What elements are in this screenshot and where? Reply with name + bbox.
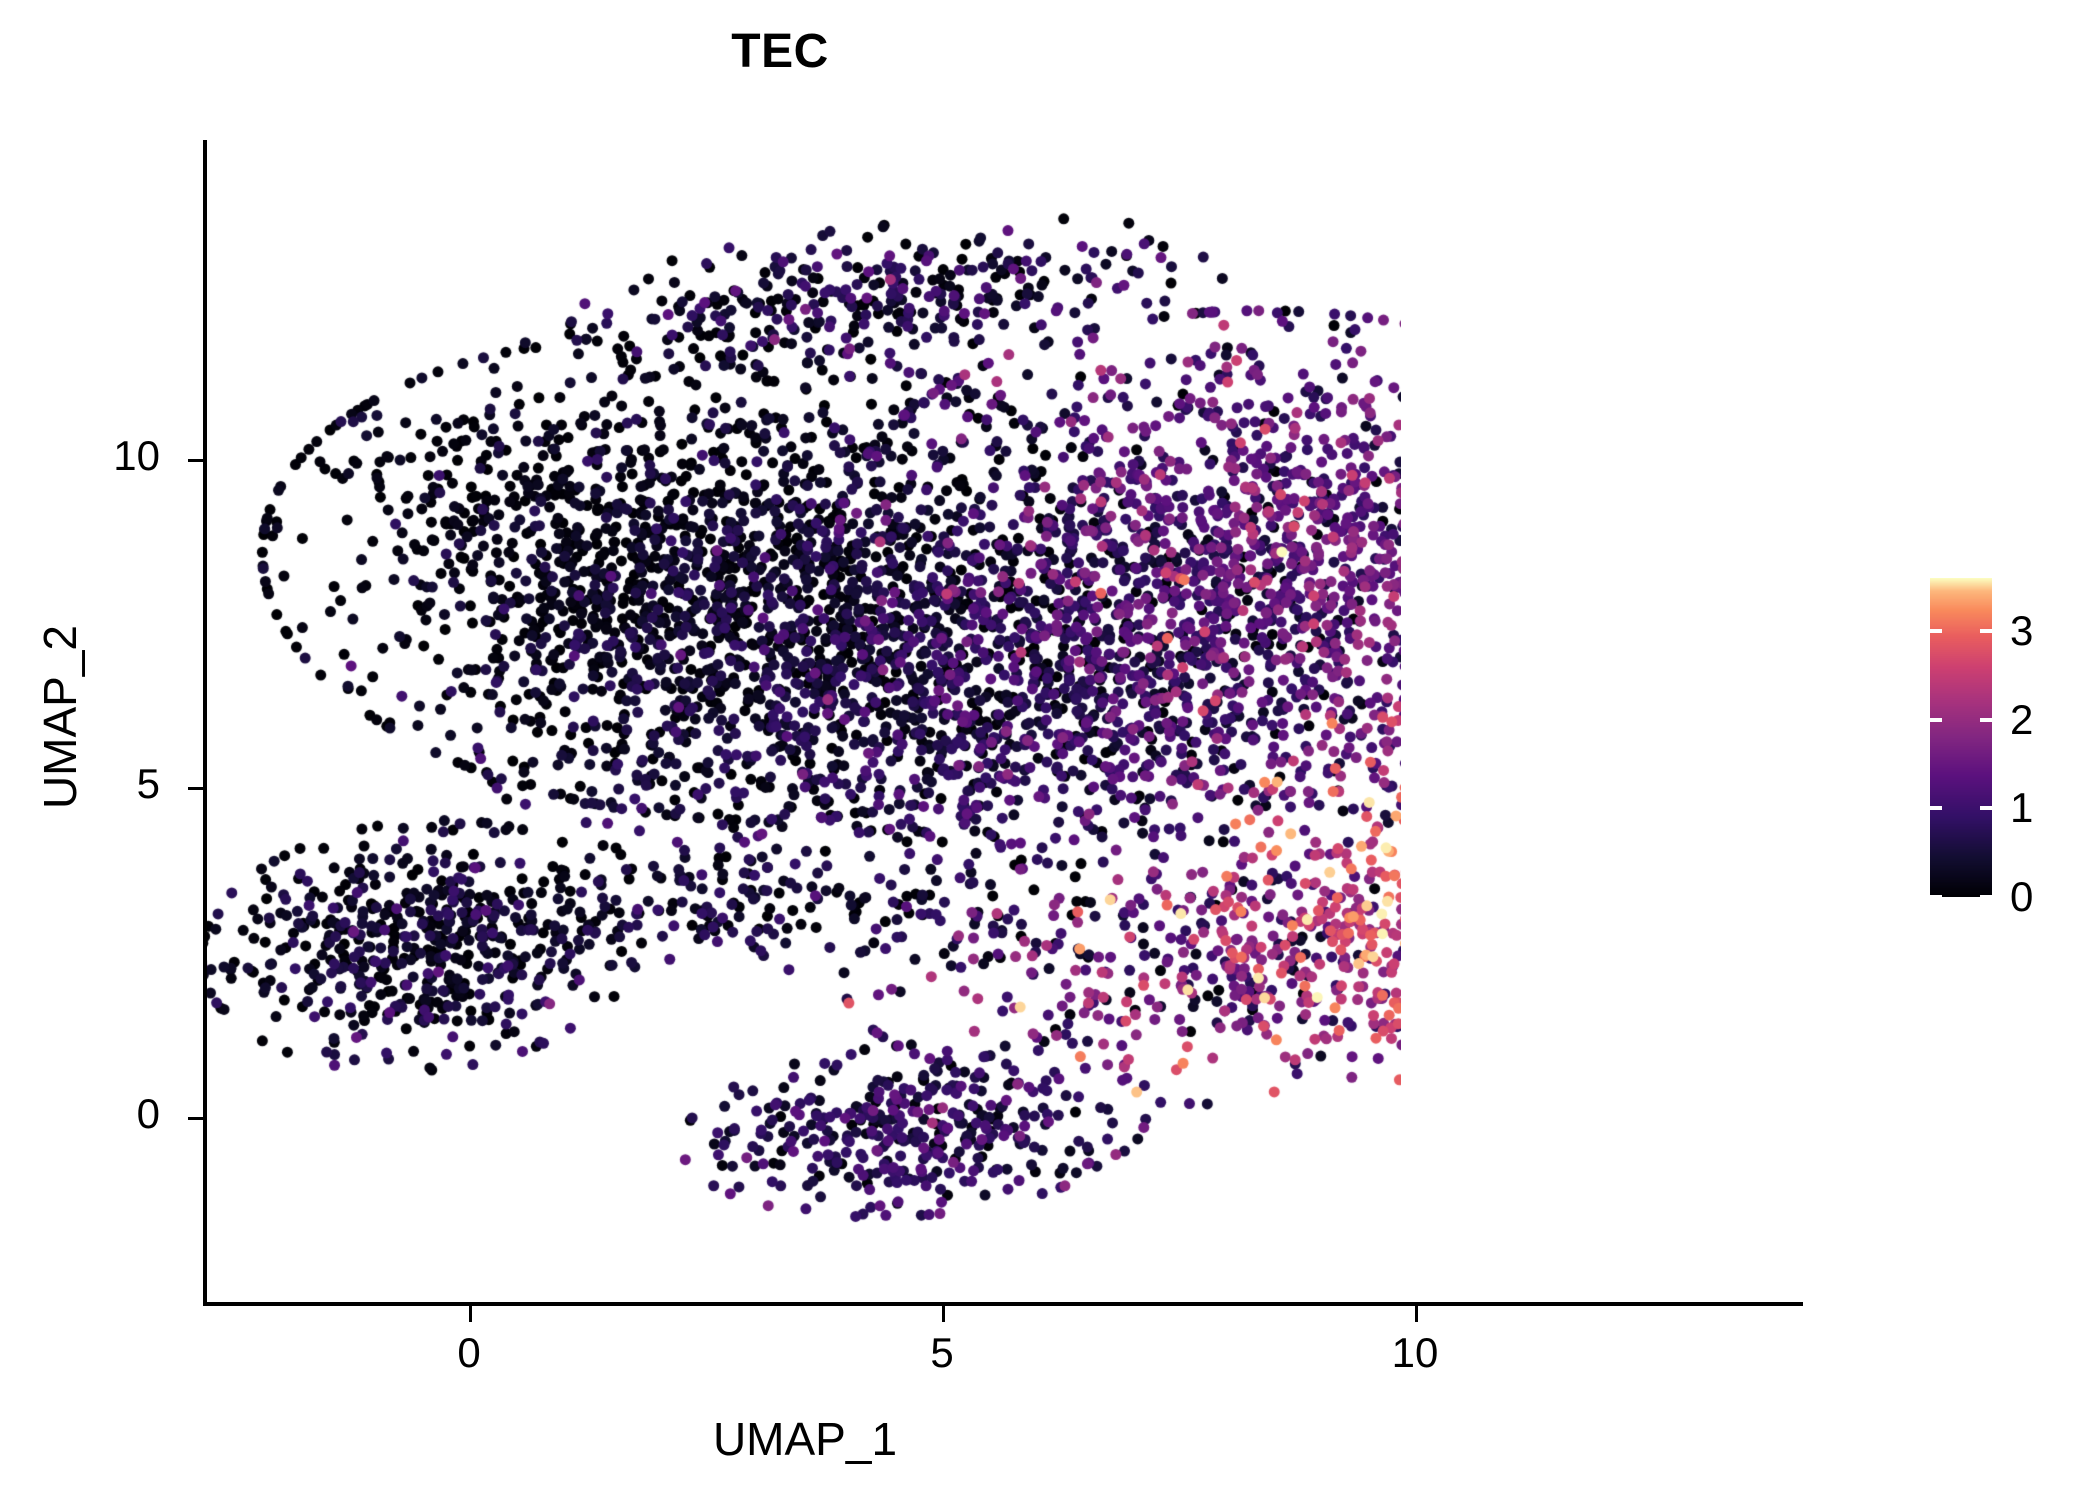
y-tick-label-0: 0: [136, 1090, 160, 1137]
colorbar-tick-2: [1980, 717, 1992, 722]
x-tick-mark-0: [469, 1306, 472, 1322]
x-axis-title: UMAP_1: [712, 1413, 898, 1465]
colorbar-legend: 0 1 2 3: [1930, 578, 2090, 918]
x-tick-mark-5: [942, 1306, 945, 1322]
x-axis-line: [203, 1302, 1803, 1306]
colorbar-tick-3: [1930, 629, 1942, 634]
y-tick-mark-10: [188, 459, 204, 462]
colorbar-tick-1: [1980, 806, 1992, 811]
colorbar-label-0: 0: [2010, 873, 2034, 920]
x-tick-label-5: 5: [930, 1329, 954, 1376]
page-title: TEC: [731, 25, 829, 78]
y-axis-title: UMAP_2: [34, 624, 86, 810]
colorbar-gradient: [1930, 578, 1992, 897]
colorbar-tick-2: [1930, 717, 1942, 722]
colorbar-tick-0: [1980, 895, 1992, 899]
x-tick-label-10: 10: [1391, 1329, 1439, 1376]
scatter-point-cloud: [205, 140, 1401, 1304]
y-tick-label-10: 10: [113, 432, 160, 479]
y-axis-line: [203, 140, 207, 1306]
colorbar-tick-3: [1980, 629, 1992, 634]
colorbar-label-3: 3: [2010, 607, 2034, 655]
x-tick-label-0: 0: [457, 1329, 481, 1376]
y-tick-label-5: 5: [136, 760, 160, 807]
colorbar-label-1: 1: [2010, 784, 2034, 832]
colorbar-tick-0: [1930, 895, 1942, 899]
y-tick-mark-0: [188, 1117, 204, 1120]
x-tick-mark-10: [1415, 1306, 1418, 1322]
y-tick-mark-5: [188, 787, 204, 790]
scatter-plot-panel: [205, 140, 1401, 1304]
colorbar-tick-1: [1930, 806, 1942, 811]
colorbar-label-2: 2: [2010, 695, 2034, 743]
